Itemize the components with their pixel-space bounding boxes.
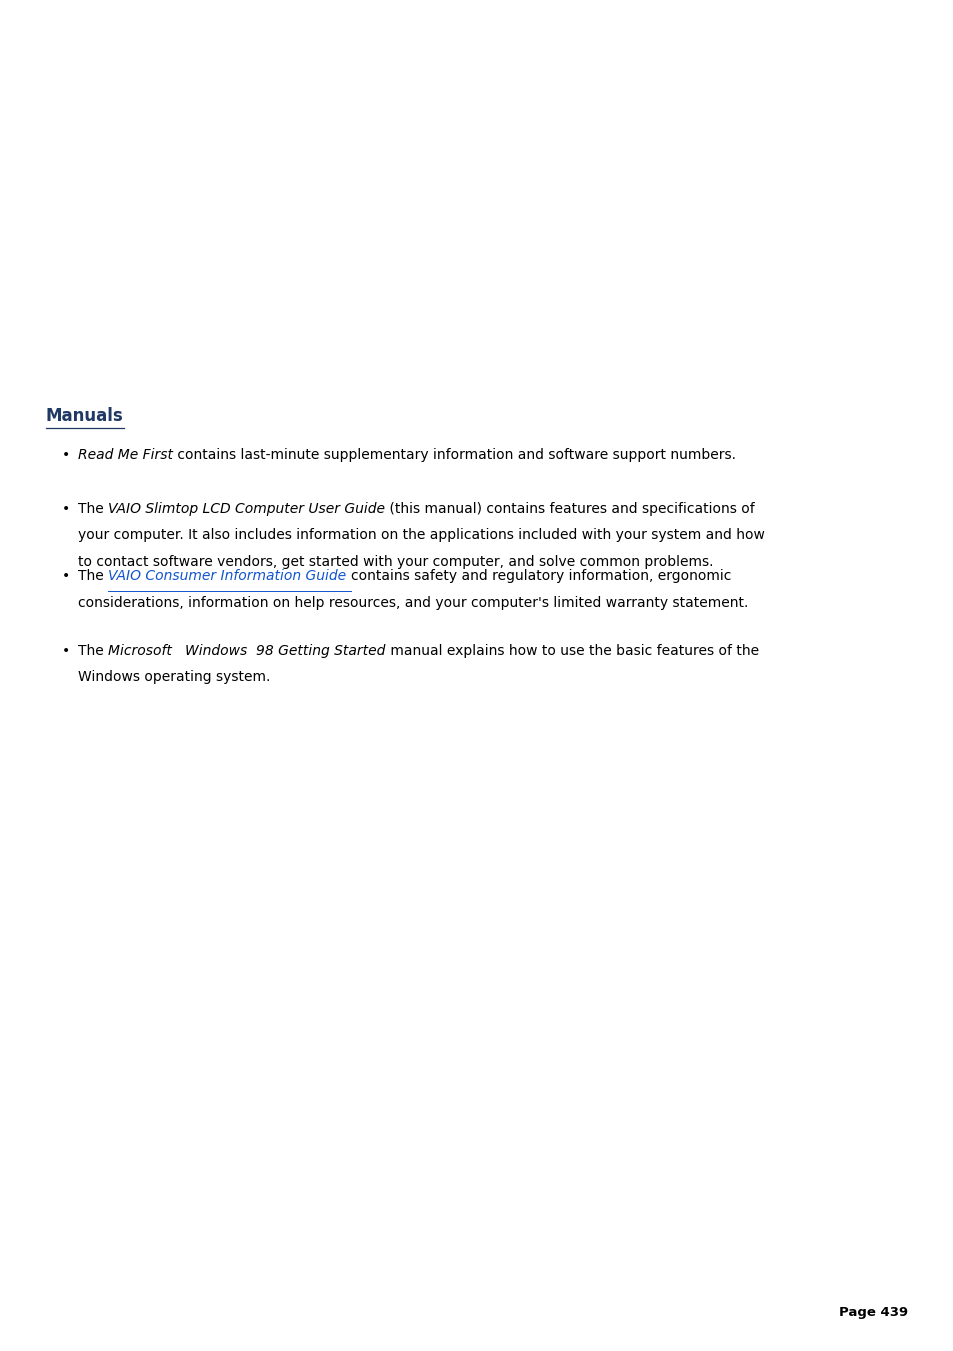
Text: Microsoft   Windows  98 Getting Started: Microsoft Windows 98 Getting Started xyxy=(109,644,385,658)
Text: (this manual) contains features and specifications of: (this manual) contains features and spec… xyxy=(385,503,755,516)
Text: VAIO Slimtop LCD Computer User Guide: VAIO Slimtop LCD Computer User Guide xyxy=(109,503,385,516)
Text: •: • xyxy=(62,449,71,462)
Text: •: • xyxy=(62,644,71,658)
Text: •: • xyxy=(62,503,71,516)
Text: contains safety and regulatory information, ergonomic: contains safety and regulatory informati… xyxy=(351,570,730,584)
Text: VAIO Consumer Information Guide: VAIO Consumer Information Guide xyxy=(109,570,351,584)
Text: Manuals: Manuals xyxy=(46,408,123,426)
Text: to contact software vendors, get started with your computer, and solve common pr: to contact software vendors, get started… xyxy=(78,555,713,569)
Text: Windows operating system.: Windows operating system. xyxy=(78,670,271,684)
Text: Read Me First: Read Me First xyxy=(78,449,173,462)
Text: contains last-minute supplementary information and software support numbers.: contains last-minute supplementary infor… xyxy=(173,449,736,462)
Text: Page 439: Page 439 xyxy=(839,1305,907,1319)
Text: The: The xyxy=(78,503,109,516)
Text: manual explains how to use the basic features of the: manual explains how to use the basic fea… xyxy=(385,644,758,658)
Text: your computer. It also includes information on the applications included with yo: your computer. It also includes informat… xyxy=(78,528,764,542)
Text: considerations, information on help resources, and your computer's limited warra: considerations, information on help reso… xyxy=(78,596,748,609)
Text: •: • xyxy=(62,570,71,584)
Text: The: The xyxy=(78,644,109,658)
Text: The: The xyxy=(78,570,109,584)
